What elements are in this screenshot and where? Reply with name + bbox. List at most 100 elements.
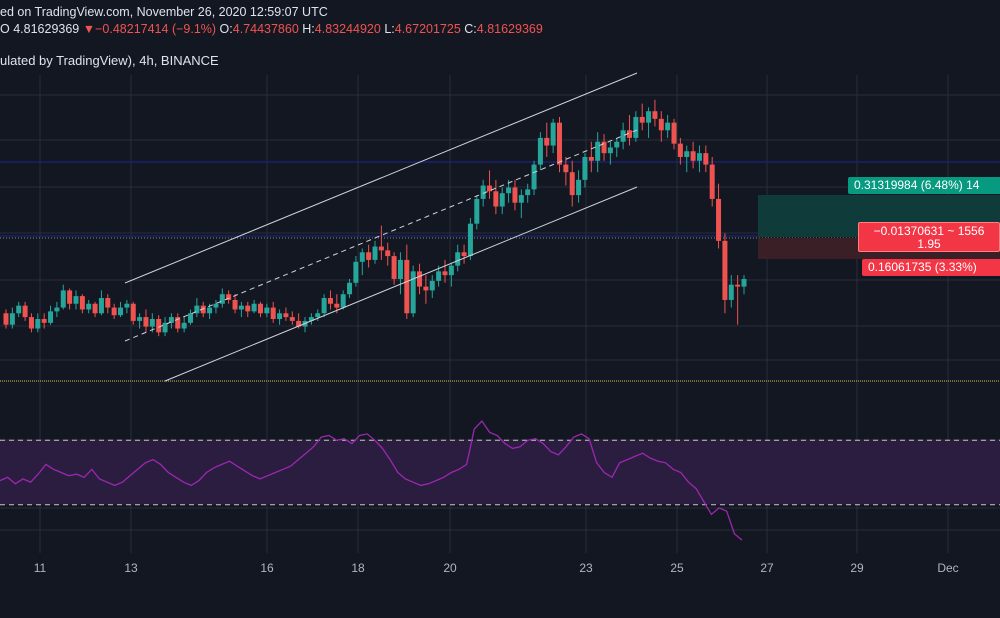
candle-body: [436, 271, 442, 281]
candle-body: [448, 265, 454, 276]
candle-body: [614, 141, 620, 148]
candle-body: [397, 259, 403, 279]
candle-body: [601, 141, 607, 154]
candle-body: [257, 303, 263, 314]
candle-body: [703, 153, 709, 165]
candle-body: [557, 122, 562, 165]
stop-label[interactable]: 0.16061735 (3.33%): [862, 259, 1000, 276]
x-tick-label: 27: [760, 561, 774, 575]
candle-body: [296, 320, 302, 327]
candle-body: [391, 256, 397, 279]
candle-body: [9, 313, 15, 325]
open-label: O:: [219, 22, 233, 36]
high-value: 4.83244920: [314, 22, 381, 36]
candle-body: [289, 317, 295, 321]
candle-body: [48, 311, 54, 323]
candle-body: [124, 303, 130, 308]
candle-body: [728, 284, 734, 300]
candle-body: [735, 284, 741, 287]
candle-body: [455, 252, 461, 266]
candle-body: [741, 278, 747, 287]
candle-body: [79, 296, 85, 310]
x-tick-label: 25: [670, 561, 684, 575]
candle-body: [359, 252, 365, 262]
target-label[interactable]: 0.31319984 (6.48%) 14: [848, 177, 1000, 194]
candle-body: [506, 187, 512, 194]
candle-body: [86, 303, 92, 310]
candle-body: [576, 179, 582, 196]
x-tick-label: 20: [443, 561, 457, 575]
candle-body: [92, 303, 98, 314]
candle-body: [385, 250, 391, 257]
candle-body: [474, 198, 480, 224]
candle-body: [467, 223, 473, 257]
symbol-text: ulated by TradingView), 4h, BINANCE: [0, 53, 219, 68]
candle-body: [264, 307, 270, 314]
candle-body: [461, 252, 467, 257]
channel-upper-line: [124, 72, 638, 284]
candle-body: [168, 317, 174, 323]
candle-body: [3, 313, 9, 325]
candle-body: [188, 313, 193, 323]
published-header: ed on TradingView.com, November 26, 2020…: [0, 5, 328, 19]
candle-body: [690, 151, 696, 161]
candle-body: [130, 303, 136, 321]
candle-body: [544, 137, 550, 146]
low-label: L:: [384, 22, 395, 36]
candle-body: [283, 313, 289, 318]
candle-body: [372, 246, 378, 260]
candle-body: [149, 319, 155, 327]
published-text: ed on TradingView.com, November 26, 2020…: [0, 5, 328, 19]
ohlc-header: O 4.81629369 ▼−0.48217414 (−9.1%) O:4.74…: [0, 22, 543, 36]
candle-body: [378, 246, 384, 251]
x-tick-label: 29: [850, 561, 864, 575]
candle-body: [353, 261, 359, 283]
candle-body: [194, 305, 200, 314]
candle-body: [270, 307, 276, 319]
candle-body: [35, 319, 41, 329]
candle-body: [175, 317, 181, 329]
candle-body: [28, 317, 34, 329]
candle-body: [219, 294, 225, 304]
candle-body: [429, 280, 435, 291]
x-tick-label: 13: [124, 561, 138, 575]
x-tick-label: 16: [260, 561, 274, 575]
close-value: 4.81629369: [476, 22, 543, 36]
candle-body: [696, 153, 702, 161]
open-value: 4.74437860: [232, 22, 299, 36]
candle-body: [569, 172, 575, 196]
candle-body: [16, 305, 22, 314]
last-price: 4.81629369: [13, 22, 80, 36]
candle-body: [213, 303, 219, 308]
x-tick-label: Dec: [937, 561, 958, 575]
candle-body: [54, 307, 60, 312]
candle-body: [111, 307, 117, 316]
close-label: C:: [464, 22, 477, 36]
candle-body: [480, 185, 486, 199]
candle-body: [512, 187, 518, 203]
candle-body: [582, 156, 588, 180]
candle-body: [716, 198, 722, 241]
candle-body: [73, 296, 79, 304]
risk-reward-label[interactable]: −0.01370631 ~ 1556 1.95: [858, 222, 1000, 252]
price-prefix: O: [0, 22, 10, 36]
candle-body: [595, 141, 601, 161]
candle-body: [366, 252, 372, 260]
candle-body: [665, 122, 671, 131]
candle-body: [327, 298, 333, 304]
candle-body: [525, 189, 531, 196]
candle-body: [531, 164, 537, 190]
candle-body: [67, 290, 73, 304]
channel-lower-line: [164, 186, 638, 382]
candle-body: [709, 164, 715, 199]
candle-body: [633, 116, 639, 138]
candle-body: [162, 322, 168, 333]
change-value: −0.48217414 (−9.1%): [95, 22, 217, 36]
candle-body: [98, 298, 104, 314]
candle-body: [677, 143, 683, 157]
candle-body: [423, 286, 429, 291]
candle-body: [487, 185, 493, 192]
candle-body: [620, 130, 626, 142]
candle-body: [626, 130, 632, 138]
